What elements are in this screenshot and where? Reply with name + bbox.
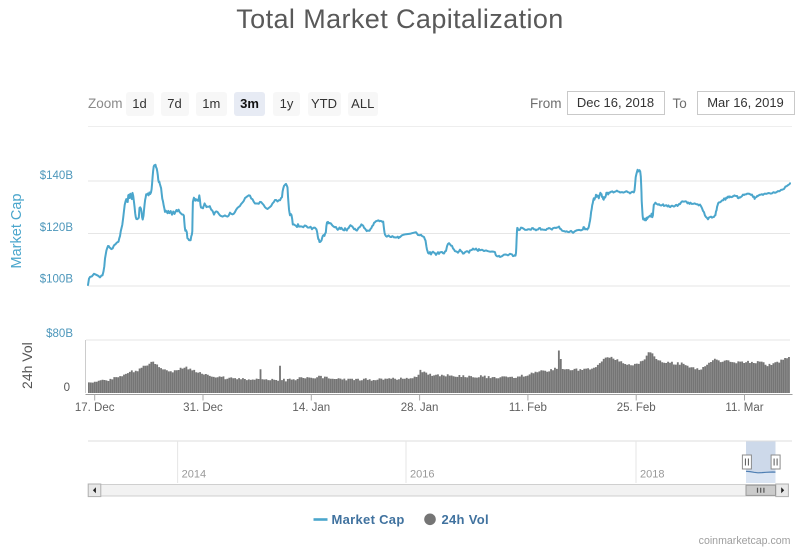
svg-text:24h Vol: 24h Vol bbox=[19, 342, 35, 389]
svg-text:coinmarketcap.com: coinmarketcap.com bbox=[699, 535, 791, 547]
svg-text:11. Feb: 11. Feb bbox=[509, 402, 547, 414]
svg-text:11. Mar: 11. Mar bbox=[725, 402, 763, 414]
svg-text:2014: 2014 bbox=[182, 469, 206, 481]
svg-text:24h Vol: 24h Vol bbox=[442, 512, 489, 527]
svg-text:$80B: $80B bbox=[46, 328, 73, 340]
svg-text:28. Jan: 28. Jan bbox=[401, 402, 439, 414]
svg-text:Market Cap: Market Cap bbox=[332, 512, 405, 527]
svg-text:$140B: $140B bbox=[40, 170, 74, 182]
svg-text:2016: 2016 bbox=[410, 469, 434, 481]
svg-text:2018: 2018 bbox=[640, 469, 664, 481]
svg-text:14. Jan: 14. Jan bbox=[292, 402, 330, 414]
svg-text:$100B: $100B bbox=[40, 274, 74, 286]
svg-text:$120B: $120B bbox=[40, 222, 74, 234]
svg-text:25. Feb: 25. Feb bbox=[617, 402, 656, 414]
svg-text:0: 0 bbox=[64, 382, 70, 394]
svg-text:Market Cap: Market Cap bbox=[9, 194, 25, 269]
svg-text:17. Dec: 17. Dec bbox=[75, 402, 115, 414]
svg-text:31. Dec: 31. Dec bbox=[183, 402, 223, 414]
